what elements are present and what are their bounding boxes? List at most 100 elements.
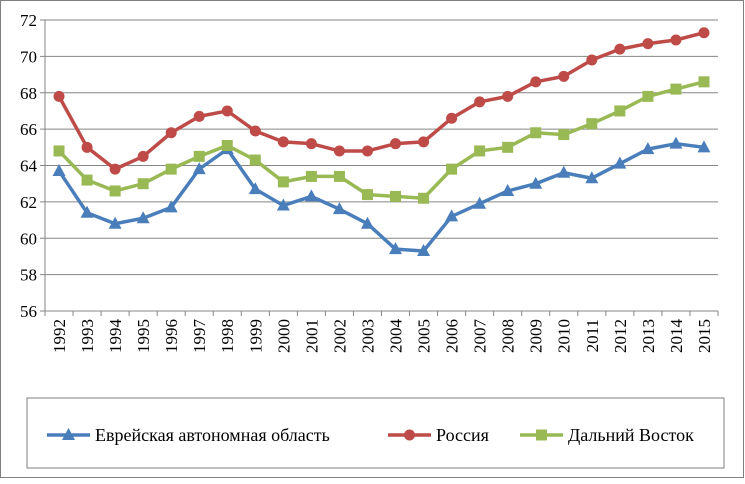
data-point	[108, 216, 122, 229]
x-tick-label: 2002	[330, 319, 349, 353]
data-point	[390, 190, 402, 202]
data-point	[248, 182, 262, 195]
data-point	[474, 145, 486, 157]
x-tick-label: 2003	[358, 319, 377, 353]
data-point	[502, 90, 514, 102]
data-point	[698, 27, 710, 39]
x-tick-label: 2009	[527, 319, 546, 353]
x-tick-label: 2007	[471, 319, 490, 354]
series-1	[53, 27, 710, 175]
data-point	[642, 90, 654, 102]
data-point	[53, 90, 65, 102]
data-point	[249, 125, 261, 137]
series-2	[53, 76, 710, 204]
data-point	[697, 140, 711, 153]
data-point	[418, 192, 430, 204]
data-point	[81, 141, 93, 153]
data-point	[137, 178, 149, 190]
legend-item: Еврейская автономная область	[47, 425, 330, 445]
x-tick-label: 2015	[695, 319, 714, 353]
y-tick-label: 72	[20, 11, 37, 30]
x-tick-label: 2013	[639, 319, 658, 353]
data-point	[501, 183, 515, 196]
data-point	[304, 189, 318, 202]
legend: Еврейская автономная область Россия Дальни…	[26, 397, 725, 469]
data-point	[445, 209, 459, 222]
data-point	[614, 43, 626, 55]
x-tick-label: 1996	[162, 319, 181, 353]
legend-marker	[404, 429, 415, 441]
x-tick-label: 1997	[190, 319, 209, 354]
data-point	[81, 174, 93, 186]
data-point	[333, 170, 345, 182]
data-point	[530, 76, 542, 88]
series-0	[52, 136, 711, 256]
data-point	[276, 198, 290, 211]
x-tick-label: 2011	[583, 319, 602, 352]
data-point	[389, 242, 403, 255]
legend-marker	[536, 429, 547, 441]
data-point	[193, 110, 205, 122]
x-tick-label: 2014	[667, 319, 686, 354]
data-point	[586, 54, 598, 66]
data-point	[502, 141, 514, 153]
x-tick-label: 2008	[499, 319, 518, 353]
data-point	[586, 118, 598, 130]
y-tick-label: 66	[20, 120, 37, 139]
data-point	[529, 176, 543, 189]
data-point	[613, 156, 627, 169]
data-point	[474, 96, 486, 108]
x-tick-label: 1993	[78, 319, 97, 353]
legend-item: Россия	[388, 425, 489, 445]
data-point	[305, 170, 317, 182]
x-tick-label: 2004	[386, 319, 405, 354]
data-point	[360, 216, 374, 229]
y-tick-label: 56	[20, 302, 37, 321]
legend-marker	[62, 428, 75, 440]
data-point	[277, 136, 289, 148]
data-point	[249, 154, 261, 166]
data-point	[52, 163, 66, 176]
data-point	[669, 136, 683, 149]
data-point	[530, 127, 542, 139]
data-point	[641, 142, 655, 155]
legend-label: Еврейская автономная область	[95, 425, 330, 445]
data-point	[418, 136, 430, 148]
y-axis-ticks: 56 58 60 62 64 66 68 70 72	[20, 11, 45, 321]
data-point	[192, 162, 206, 175]
data-point	[109, 185, 121, 197]
x-axis-ticks: 1992 1993 1994 1995 1996 1997 1998 1999 2000 2001…	[44, 311, 719, 354]
x-tick-label: 2012	[611, 319, 630, 353]
data-point	[109, 163, 121, 175]
legend-label: Россия	[436, 425, 489, 445]
x-tick-label: 2005	[415, 319, 434, 353]
data-point	[614, 105, 626, 117]
data-point	[333, 145, 345, 157]
data-point	[221, 139, 233, 151]
data-point	[165, 127, 177, 139]
data-point	[165, 163, 177, 175]
data-point	[361, 145, 373, 157]
data-point	[446, 163, 458, 175]
x-tick-label: 1999	[246, 319, 265, 353]
x-tick-label: 1995	[134, 319, 153, 353]
x-tick-label: 1998	[218, 319, 237, 353]
y-tick-label: 58	[20, 266, 37, 285]
data-point	[446, 112, 458, 124]
data-point	[136, 211, 150, 224]
legend-box	[26, 397, 725, 469]
data-point	[558, 129, 570, 141]
x-tick-label: 2001	[302, 319, 321, 353]
data-point	[698, 76, 710, 88]
y-tick-label: 62	[20, 193, 37, 212]
data-point	[277, 176, 289, 188]
data-point	[473, 196, 487, 209]
x-tick-label: 2006	[443, 319, 462, 353]
data-point	[305, 138, 317, 150]
x-tick-label: 2000	[274, 319, 293, 353]
y-tick-label: 70	[20, 47, 37, 66]
x-tick-label: 2010	[555, 319, 574, 353]
data-point	[558, 70, 570, 82]
series-group	[52, 27, 711, 256]
